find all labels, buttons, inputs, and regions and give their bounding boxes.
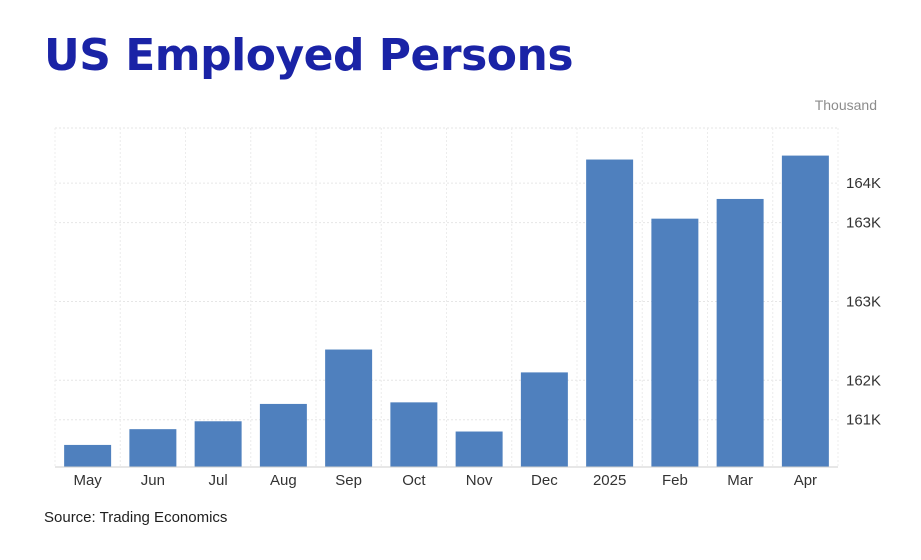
y-tick-label: 164K bbox=[846, 175, 881, 192]
x-tick-label: Nov bbox=[466, 472, 493, 489]
y-tick-label: 161K bbox=[846, 412, 881, 429]
x-tick-label: Jun bbox=[141, 472, 165, 489]
x-tick-label: May bbox=[73, 472, 102, 489]
x-tick-label: Apr bbox=[794, 472, 817, 489]
bar-jun bbox=[129, 429, 177, 467]
bar-jul bbox=[194, 421, 242, 467]
source-note: Source: Trading Economics bbox=[44, 509, 228, 526]
bar-mar bbox=[716, 198, 764, 467]
bar-oct bbox=[390, 402, 438, 467]
x-tick-label: Aug bbox=[270, 472, 297, 489]
chart-title: US Employed Persons bbox=[44, 30, 574, 81]
bar-apr bbox=[781, 155, 829, 467]
x-tick-label: Jul bbox=[209, 472, 228, 489]
y-tick-label: 163K bbox=[846, 215, 881, 232]
unit-label: Thousand bbox=[814, 97, 877, 113]
bar-may bbox=[64, 444, 112, 467]
bar-aug bbox=[259, 403, 307, 467]
x-tick-label: 2025 bbox=[593, 472, 626, 489]
bar-nov bbox=[455, 431, 503, 467]
x-tick-label: Dec bbox=[531, 472, 558, 489]
bar-feb bbox=[651, 218, 699, 467]
x-tick-label: Feb bbox=[662, 472, 688, 489]
bar-2025 bbox=[586, 159, 634, 467]
y-tick-label: 162K bbox=[846, 372, 881, 389]
y-tick-label: 163K bbox=[846, 293, 881, 310]
x-tick-label: Oct bbox=[402, 472, 426, 489]
x-tick-label: Mar bbox=[727, 472, 753, 489]
bar-sep bbox=[325, 349, 373, 467]
bar-dec bbox=[520, 372, 568, 467]
x-tick-label: Sep bbox=[335, 472, 362, 489]
